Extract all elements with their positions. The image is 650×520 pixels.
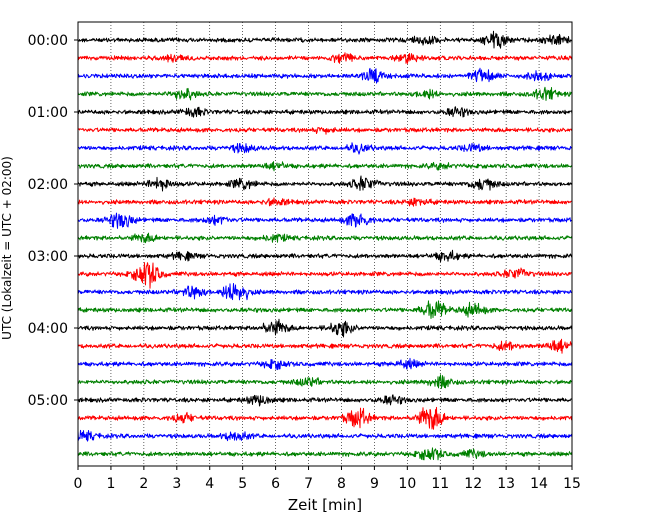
- x-tick-label-12: 12: [464, 476, 482, 492]
- trace-02:00: [77, 175, 573, 192]
- x-axis-ticks: 0 1 2 3 4 5 6 7 8 9 10 11 12 13 14 15: [74, 466, 581, 492]
- trace-01:00: [77, 106, 573, 118]
- trace-01:15: [77, 126, 573, 135]
- trace-01:45: [77, 161, 573, 172]
- y-axis-label: UTC (Lokalzeit = UTC + 02:00): [0, 156, 14, 340]
- trace-02:45: [77, 232, 573, 244]
- vertical-grid: [110, 22, 540, 466]
- x-tick-label-1: 1: [106, 476, 115, 492]
- trace-05:15: [77, 406, 573, 430]
- x-tick-label-5: 5: [238, 476, 247, 492]
- x-tick-label-4: 4: [205, 476, 214, 492]
- y-tick-label-00:00: 00:00: [28, 33, 68, 49]
- trace-00:45: [77, 86, 573, 101]
- y-tick-label-02:00: 02:00: [28, 177, 68, 193]
- trace-04:15: [77, 338, 573, 354]
- trace-05:30: [77, 429, 573, 442]
- trace-04:00: [77, 318, 573, 338]
- y-tick-label-01:00: 01:00: [28, 105, 68, 121]
- trace-03:30: [77, 282, 573, 301]
- x-tick-label-7: 7: [304, 476, 313, 492]
- trace-03:15: [77, 262, 573, 289]
- x-tick-label-3: 3: [172, 476, 181, 492]
- x-tick-label-0: 0: [74, 476, 83, 492]
- plot-frame: [77, 21, 573, 467]
- trace-03:45: [77, 300, 573, 319]
- trace-04:45: [77, 374, 573, 389]
- x-tick-label-6: 6: [271, 476, 280, 492]
- x-tick-label-11: 11: [431, 476, 449, 492]
- y-axis-ticks: 00:00 01:00 02:00 03:00 04:00 05:00: [28, 33, 78, 409]
- x-tick-label-15: 15: [563, 476, 581, 492]
- trace-02:30: [77, 212, 573, 229]
- trace-04:30: [77, 357, 573, 371]
- trace-05:00: [77, 394, 573, 407]
- x-tick-label-9: 9: [370, 476, 379, 492]
- y-tick-label-04:00: 04:00: [28, 321, 68, 337]
- x-axis-label: Zeit [min]: [288, 496, 362, 514]
- trace-02:15: [77, 197, 573, 207]
- trace-00:15: [77, 52, 573, 64]
- trace-05:45: [77, 447, 573, 461]
- x-tick-label-14: 14: [530, 476, 548, 492]
- trace-03:00: [77, 249, 573, 263]
- x-tick-label-8: 8: [337, 476, 346, 492]
- x-tick-label-2: 2: [139, 476, 148, 492]
- x-tick-label-10: 10: [398, 476, 416, 492]
- trace-00:00: [77, 30, 573, 49]
- x-tick-label-13: 13: [497, 476, 515, 492]
- trace-00:30: [77, 67, 573, 84]
- trace-01:30: [77, 142, 573, 155]
- y-tick-label-03:00: 03:00: [28, 249, 68, 265]
- y-tick-label-05:00: 05:00: [28, 393, 68, 409]
- trace-lines: [77, 30, 573, 461]
